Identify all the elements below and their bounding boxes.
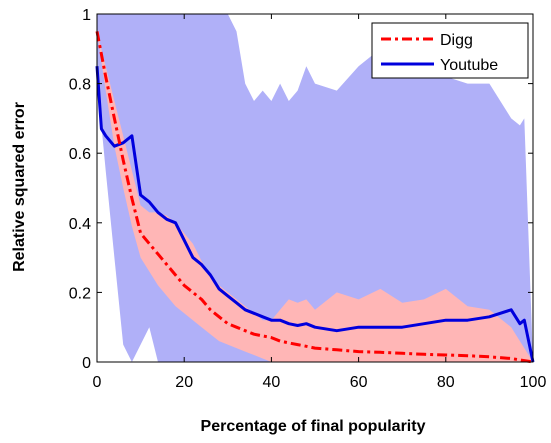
x-tick-label: 80 — [437, 374, 455, 391]
line-youtube — [95, 66, 535, 363]
y-tick-label: 0.8 — [69, 77, 91, 94]
x-tick-label: 20 — [175, 374, 193, 391]
y-tick-label: 0.2 — [69, 285, 91, 302]
y-tick-label: 0 — [82, 355, 91, 372]
x-tick-label: 60 — [350, 374, 368, 391]
legend-label-youtube: Youtube — [440, 57, 498, 74]
plot-frame — [96, 13, 534, 363]
line-digg — [95, 31, 534, 364]
band-digg — [97, 31, 533, 363]
axis-ticks: 0 20 40 60 80 100 0 0.2 0.4 0.6 0.8 1 — [69, 7, 547, 391]
y-tick-label: 0.6 — [69, 146, 91, 163]
y-tick-label: 0.4 — [69, 216, 91, 233]
x-axis-label: Percentage of final popularity — [201, 418, 426, 435]
x-tick-label: 40 — [263, 374, 281, 391]
confidence-bands — [97, 14, 533, 363]
y-axis-label: Relative squared error — [11, 102, 28, 272]
series-lines — [95, 31, 535, 364]
x-tick-label: 0 — [93, 374, 102, 391]
y-tick-label: 1 — [82, 7, 91, 24]
legend-label-digg: Digg — [440, 32, 473, 49]
legend: Digg Youtube — [371, 22, 529, 79]
x-tick-label: 100 — [520, 374, 547, 391]
legend-box — [371, 22, 529, 79]
